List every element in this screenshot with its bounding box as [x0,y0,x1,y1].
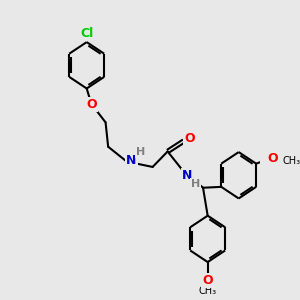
Text: CH₃: CH₃ [199,286,217,296]
Text: CH₃: CH₃ [283,156,300,166]
Text: O: O [87,98,97,111]
Text: N: N [182,169,192,182]
Text: O: O [267,152,278,165]
Text: N: N [126,154,136,166]
Text: O: O [184,132,195,145]
Text: H: H [136,147,145,157]
Text: O: O [202,274,213,287]
Text: H: H [190,178,200,189]
Text: Cl: Cl [80,27,93,40]
